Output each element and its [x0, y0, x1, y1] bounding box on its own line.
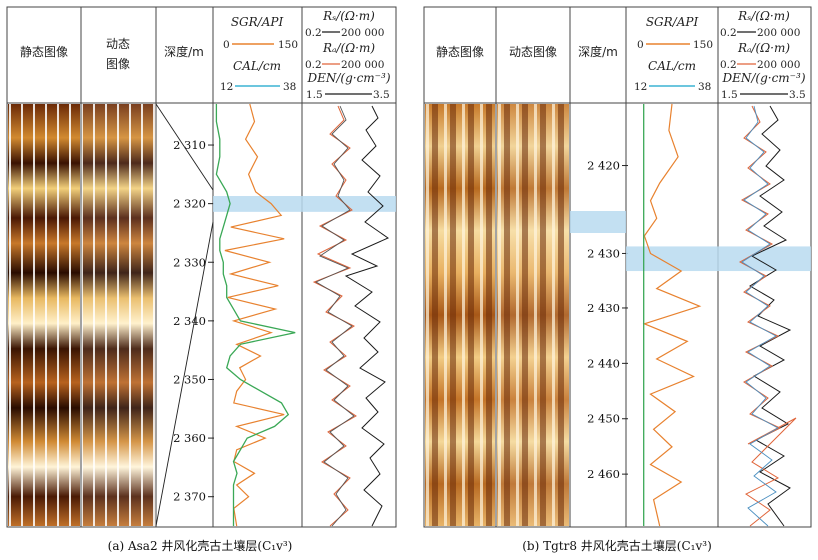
depth-tick-label: 2 340 — [173, 314, 206, 328]
panel-b-cal-min: 12 — [634, 81, 647, 93]
panel-b-rs-min: 0.2 — [720, 27, 737, 39]
panel-a-frame — [6, 6, 397, 528]
panel-a-sgr-max: 150 — [278, 39, 298, 51]
panel-a-rs-min: 0.2 — [305, 27, 322, 39]
panel-b-cal-label: CAL/cm — [648, 59, 696, 73]
panel-a-depth-ticks: 2 310 2 320 2 330 2 340 2 350 2 360 2 370 — [173, 138, 214, 504]
panel-a-cal-label: CAL/cm — [233, 59, 281, 73]
panel-a: 静态图像 动态 图像 深度/m SGR/API 0 150 CAL/cm 12 … — [6, 6, 397, 528]
panel-a-den-label: DEN/(g·cm⁻³) — [306, 71, 390, 85]
panel-b-cal-max: 38 — [698, 81, 711, 93]
panel-a-rs-max: 200 000 — [341, 27, 384, 39]
panel-a-highlight-band — [213, 196, 396, 212]
panel-a-sgr-label: SGR/API — [231, 15, 284, 29]
sgr-curve — [642, 103, 702, 527]
panel-b-sgr-max: 150 — [693, 39, 713, 51]
panel-a-rd-label: Rₐ/(Ω·m) — [322, 41, 375, 55]
panel-a-rd-max: 200 000 — [341, 59, 384, 71]
depth-tick-label: 2 420 — [587, 159, 620, 173]
panel-a-density-curve — [344, 105, 390, 527]
panel-b-caption: (b) Tgtr8 井风化壳古土壤层(C₁v³) — [522, 538, 712, 553]
panel-a-rd-min: 0.2 — [305, 59, 322, 71]
panel-b-rs-curve — [741, 105, 779, 527]
panel-b-den-max: 3.5 — [789, 89, 806, 101]
depth-tick-label: 2 330 — [173, 255, 206, 269]
sgr-curve — [224, 103, 285, 527]
depth-tick-label: 2 450 — [587, 412, 620, 426]
depth-tick-label: 2 460 — [587, 467, 620, 481]
panel-b-sgr-label: SGR/API — [646, 15, 699, 29]
cal-curve — [215, 104, 296, 526]
panel-a-cal-min: 12 — [220, 81, 233, 93]
panel-b-rd-min: 0.2 — [720, 59, 737, 71]
panel-a-rs-label: Rₛ/(Ω·m) — [322, 9, 375, 23]
panel-a-curves — [215, 103, 296, 527]
panel-b-den-min: 1.5 — [721, 89, 738, 101]
panel-b-depth-ticks: 2 420 2 430 2 430 2 440 2 450 2 460 — [587, 159, 628, 481]
panel-b-depth-header: 深度/m — [578, 44, 618, 59]
depth-tick-label: 2 310 — [173, 138, 206, 152]
panel-b: 静态图像 动态图像 深度/m SGR/API 0 150 CAL/cm 12 3… — [423, 6, 812, 528]
panel-a-static-header: 静态图像 — [20, 45, 68, 59]
panel-b-rs-label: Rₛ/(Ω·m) — [737, 9, 790, 23]
panel-a-sgr-min: 0 — [223, 39, 230, 51]
depth-tick-label: 2 320 — [173, 197, 206, 211]
panel-a-den-min: 1.5 — [306, 89, 323, 101]
panel-b-sgr-min: 0 — [637, 39, 644, 51]
panel-a-caption: (a) Asa2 井风化壳古土壤层(C₁v³) — [108, 538, 293, 553]
panel-a-depth-header: 深度/m — [164, 44, 204, 59]
panel-a-cal-max: 38 — [283, 81, 296, 93]
panel-a-dynamic-header-2: 图像 — [106, 57, 130, 71]
panel-a-dynamic-header-1: 动态 — [106, 37, 130, 51]
depth-tick-label: 2 360 — [173, 431, 206, 445]
panel-b-den-label: DEN/(g·cm⁻³) — [721, 71, 805, 85]
depth-tick-label: 2 440 — [587, 356, 620, 370]
panel-b-rd-max: 200 000 — [757, 59, 800, 71]
depth-tick-label: 2 430 — [587, 301, 620, 315]
depth-tick-label: 2 370 — [173, 490, 206, 504]
panel-b-rs-max: 200 000 — [757, 27, 800, 39]
panel-a-den-max: 3.5 — [373, 89, 390, 101]
panel-a-rs-curve — [315, 105, 355, 527]
panel-b-dynamic-header: 动态图像 — [509, 45, 557, 59]
panel-b-curves — [642, 103, 702, 527]
depth-tick-label: 2 430 — [587, 246, 620, 260]
panel-b-static-header: 静态图像 — [436, 45, 484, 59]
panel-b-highlight-band — [626, 246, 811, 272]
panel-b-rd-label: Rₐ/(Ω·m) — [737, 41, 790, 55]
depth-tick-label: 2 350 — [173, 372, 206, 386]
